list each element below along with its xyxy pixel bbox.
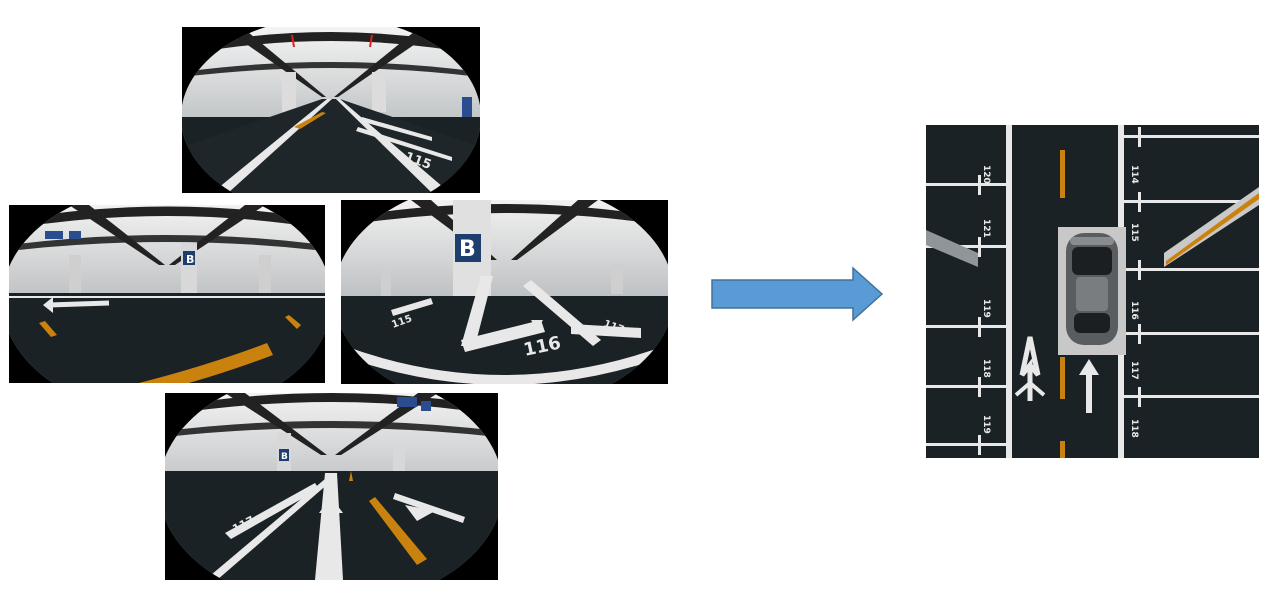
right-pillar-label: B — [459, 237, 476, 262]
right-spot-3: 117 — [1129, 361, 1139, 380]
left-spot-1: 121 — [981, 219, 991, 238]
car-top-icon — [1066, 233, 1118, 345]
right-spot-4: 118 — [1129, 419, 1139, 438]
left-spot-4: 119 — [981, 415, 991, 434]
left-fisheye-view: B — [9, 205, 325, 383]
left-pillar-label: B — [186, 253, 194, 266]
rear-pillar-label: B — [281, 452, 288, 462]
rear-fisheye-view: B 117 — [165, 393, 498, 580]
left-spot-2: 119 — [981, 299, 991, 318]
right-spot-2: 116 — [1129, 301, 1139, 320]
right-spot-0: 114 — [1129, 165, 1139, 184]
left-spot-0: 120 — [981, 165, 991, 184]
left-spot-3: 118 — [981, 359, 991, 378]
front-fisheye-view: 115 — [182, 27, 480, 193]
right-spot-1: 115 — [1129, 223, 1139, 242]
transform-arrow-icon — [711, 266, 884, 322]
right-fisheye-view: B 116 115 117 — [341, 200, 668, 384]
birdseye-view: 120 121 119 118 119 114 115 116 117 118 — [926, 125, 1259, 458]
